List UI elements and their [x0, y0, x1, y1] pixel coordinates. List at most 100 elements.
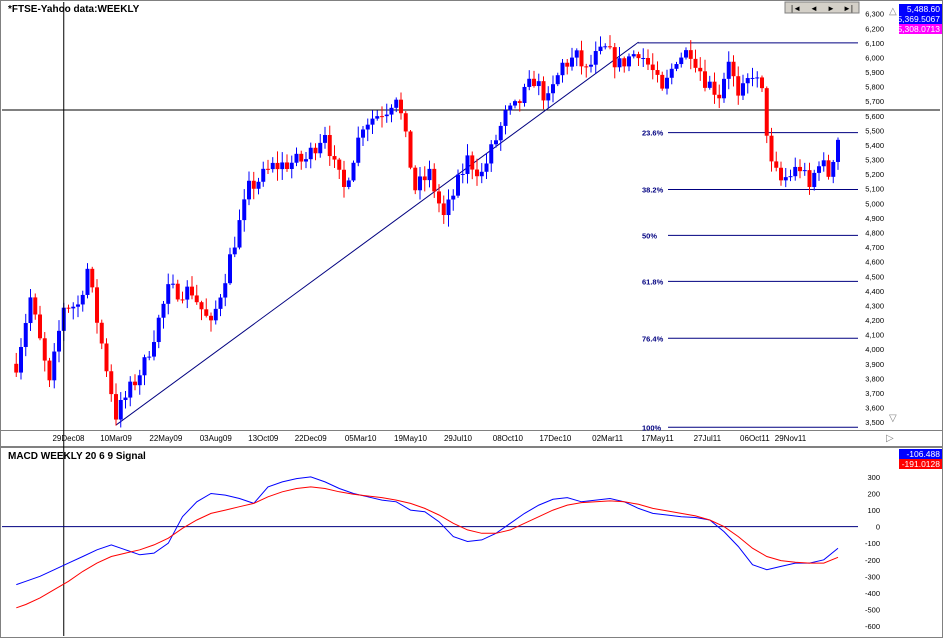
candle-body	[289, 162, 294, 169]
candle-body	[589, 64, 593, 67]
candle-body	[256, 181, 261, 189]
candle-body	[418, 176, 422, 191]
candle-body	[555, 75, 560, 85]
first-button[interactable]: |◄	[791, 4, 801, 13]
candle-body	[52, 351, 57, 381]
fib-level-label: 23.6%	[642, 129, 664, 138]
candle-body	[755, 77, 760, 79]
candle-body	[764, 88, 769, 136]
candle-body	[137, 375, 142, 386]
candle-body	[560, 62, 565, 76]
candle-body	[19, 346, 23, 373]
candle-body	[622, 58, 627, 67]
candle-body	[788, 176, 793, 178]
candle-body	[783, 177, 788, 181]
candle-body	[817, 166, 821, 173]
candle-body	[494, 140, 498, 145]
candle-body	[323, 135, 327, 143]
candle-body	[484, 163, 489, 172]
candle-body	[574, 50, 579, 58]
candle-body	[218, 297, 223, 309]
candle-body	[304, 159, 308, 162]
macd-y-tick: -400	[865, 589, 880, 598]
candle-body	[498, 125, 503, 141]
price-y-tick: 4,600	[865, 258, 884, 267]
candle-body	[408, 131, 413, 168]
candle-body	[508, 105, 513, 111]
tag-last: 5,369.5067	[897, 14, 940, 24]
candle-body	[280, 162, 285, 170]
candle-body	[351, 162, 356, 181]
x-tick-label: 29Dec08	[52, 434, 85, 443]
macd-y-tick: -100	[865, 539, 880, 548]
fib-level-label: 38.2%	[642, 185, 664, 194]
candle-body	[517, 101, 522, 104]
price-y-tick: 4,300	[865, 301, 884, 310]
x-tick-label: 19May10	[394, 434, 427, 443]
candle-body	[427, 168, 432, 181]
candle-body	[71, 306, 76, 309]
candle-body	[726, 61, 731, 79]
candle-body	[475, 169, 479, 177]
candle-body	[565, 62, 570, 67]
price-y-tick: 5,600	[865, 112, 884, 121]
candle-body	[337, 159, 342, 170]
candle-body	[769, 135, 774, 162]
candle-body	[612, 47, 617, 68]
candle-body	[247, 180, 251, 200]
candle-body	[536, 81, 541, 87]
price-y-tick: 3,700	[865, 389, 884, 398]
candle-body	[194, 295, 199, 303]
candle-body	[166, 284, 171, 304]
candle-body	[175, 283, 180, 300]
x-tick-label: 03Aug09	[200, 434, 233, 443]
candle-body	[152, 342, 156, 357]
x-tick-label: 29Jul10	[444, 434, 473, 443]
candle-body	[631, 54, 636, 57]
candle-body	[38, 314, 42, 339]
candle-body	[42, 338, 47, 361]
price-y-tick: 3,800	[865, 374, 884, 383]
candle-body	[541, 81, 546, 101]
candle-body	[513, 101, 517, 106]
macd-y-tick: -500	[865, 605, 880, 614]
fib-level-label: 76.4%	[642, 334, 664, 343]
x-tick-label: 27Jul11	[694, 434, 722, 443]
candle-body	[836, 139, 840, 162]
tag-signal: -191.0128	[902, 459, 941, 469]
candle-body	[821, 160, 826, 167]
candle-body	[95, 287, 99, 323]
x-tick-label: 02Mar11	[592, 434, 624, 443]
candle-body	[370, 118, 375, 125]
last-button[interactable]: ►|	[843, 4, 853, 13]
price-y-tick: 5,300	[865, 156, 884, 165]
candle-body	[456, 174, 460, 196]
candle-body	[204, 309, 209, 316]
candle-body	[123, 397, 128, 401]
candle-body	[736, 76, 741, 96]
candle-body	[774, 161, 779, 168]
x-tick-label: 13Oct09	[248, 434, 279, 443]
price-y-tick: 5,800	[865, 83, 884, 92]
scroll-up-icon[interactable]: △	[889, 6, 897, 17]
price-y-tick: 5,100	[865, 185, 884, 194]
x-tick-label: 10Mar09	[100, 434, 132, 443]
next-button[interactable]: ►	[827, 4, 835, 13]
x-tick-label: 17Dec10	[539, 434, 572, 443]
candle-body	[33, 297, 38, 315]
candle-body	[318, 142, 323, 154]
candle-body	[356, 137, 361, 163]
price-y-tick: 5,900	[865, 68, 884, 77]
prev-button[interactable]: ◄	[810, 4, 818, 13]
x-tick-label: 06Oct11	[740, 434, 770, 443]
candle-body	[85, 268, 90, 295]
candle-body	[213, 308, 218, 321]
scroll-down-icon[interactable]: ▽	[889, 413, 897, 424]
scroll-right-icon[interactable]: ▷	[886, 433, 894, 444]
candle-body	[403, 113, 408, 132]
candle-body	[460, 173, 465, 175]
candle-body	[14, 363, 19, 373]
candle-body	[731, 61, 736, 77]
candle-body	[665, 77, 669, 89]
candle-body	[707, 81, 712, 88]
